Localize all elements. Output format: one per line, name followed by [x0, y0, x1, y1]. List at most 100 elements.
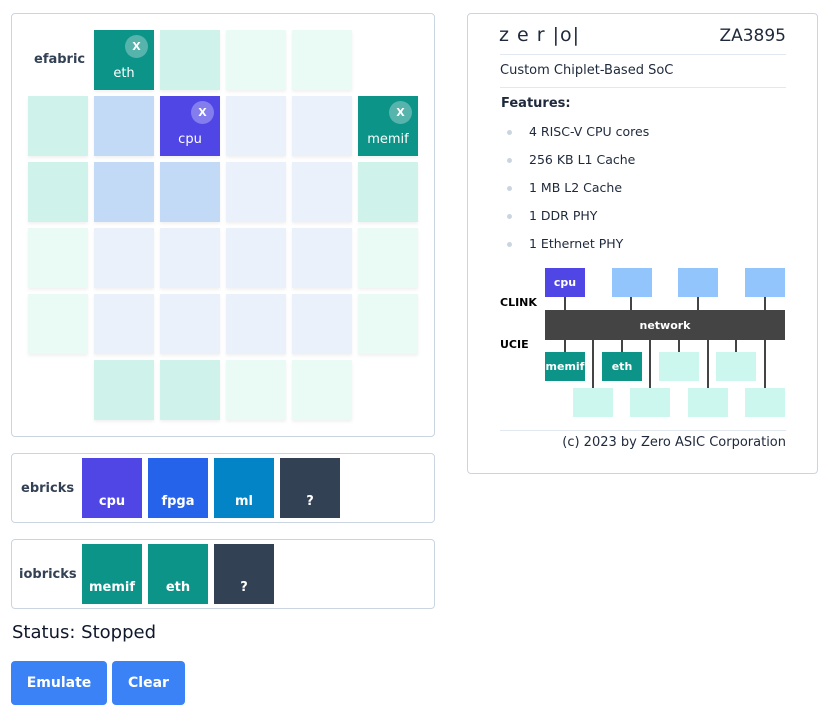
iobricks-label: iobricks — [19, 567, 77, 582]
fabric-slot[interactable] — [226, 228, 286, 288]
connector-line — [592, 339, 594, 388]
zeroasic-logo: z e r |o| — [499, 24, 581, 46]
placed-chiplet-eth[interactable]: eth X — [94, 30, 154, 90]
diagram-io-slot — [716, 352, 756, 381]
connector-line — [678, 339, 680, 352]
divider — [500, 87, 786, 88]
fabric-slot[interactable] — [28, 162, 88, 222]
fabric-slot[interactable] — [226, 294, 286, 354]
diagram-eth: eth — [602, 352, 642, 381]
connector-line — [764, 297, 766, 310]
ucie-label: UCIE — [500, 338, 529, 351]
fabric-slot[interactable] — [292, 96, 352, 156]
connector-line — [564, 339, 566, 352]
iobrick-unknown[interactable]: ? — [214, 544, 274, 604]
fabric-slot[interactable] — [292, 30, 352, 90]
connector-line — [697, 297, 699, 310]
ebrick-fpga[interactable]: fpga — [148, 458, 208, 518]
fabric-slot[interactable] — [358, 294, 418, 354]
connector-line — [621, 339, 623, 352]
remove-chiplet-button[interactable]: X — [191, 101, 214, 124]
fabric-slot[interactable] — [94, 228, 154, 288]
chiplet-label: eth — [113, 66, 135, 81]
ebrick-cpu[interactable]: cpu — [82, 458, 142, 518]
fabric-slot[interactable] — [160, 162, 220, 222]
fabric-slot[interactable] — [94, 360, 154, 420]
fabric-slot[interactable] — [358, 162, 418, 222]
diagram-network: network — [545, 310, 785, 340]
fabric-slot[interactable] — [94, 162, 154, 222]
placed-chiplet-memif[interactable]: memif X — [358, 96, 418, 156]
diagram-io-slot — [659, 352, 699, 381]
fabric-slot[interactable] — [226, 162, 286, 222]
status-text: Status: Stopped — [12, 622, 156, 643]
fabric-slot[interactable] — [28, 294, 88, 354]
chiplet-label: cpu — [178, 132, 202, 147]
copyright: (c) 2023 by Zero ASIC Corporation — [562, 435, 786, 450]
connector-line — [649, 339, 651, 388]
fabric-slot[interactable] — [226, 360, 286, 420]
iobrick-eth[interactable]: eth — [148, 544, 208, 604]
ebricks-label: ebricks — [21, 481, 75, 496]
bullet-icon — [507, 158, 512, 163]
feature-item: 1 MB L2 Cache — [529, 180, 623, 195]
diagram-io-slot — [745, 388, 785, 417]
clear-button[interactable]: Clear — [112, 661, 185, 705]
ebricks-panel: ebricks cpu fpga ml? — [11, 453, 435, 523]
fabric-slot[interactable] — [160, 294, 220, 354]
feature-item: 1 DDR PHY — [529, 208, 598, 223]
features-title: Features: — [501, 96, 571, 111]
feature-item: 1 Ethernet PHY — [529, 236, 624, 251]
divider — [500, 54, 786, 55]
emulate-button[interactable]: Emulate — [11, 661, 107, 705]
diagram-memif: memif — [545, 352, 585, 381]
fabric-slot[interactable] — [160, 360, 220, 420]
fabric-slot[interactable] — [226, 30, 286, 90]
bullet-icon — [507, 242, 512, 247]
remove-chiplet-button[interactable]: X — [125, 35, 148, 58]
diagram-io-slot — [688, 388, 728, 417]
efabric-label: efabric — [34, 52, 86, 67]
fabric-slot[interactable] — [94, 294, 154, 354]
diagram-core-slot — [678, 268, 718, 297]
bullet-icon — [507, 214, 512, 219]
fabric-slot[interactable] — [292, 294, 352, 354]
bullet-icon — [507, 130, 512, 135]
connector-line — [735, 339, 737, 352]
spec-subtitle: Custom Chiplet-Based SoC — [500, 63, 674, 78]
diagram-io-slot — [573, 388, 613, 417]
fabric-slot[interactable] — [358, 228, 418, 288]
iobricks-panel: iobricks memif eth? — [11, 539, 435, 609]
clink-label: CLINK — [500, 296, 537, 309]
diagram-cpu: cpu — [545, 268, 585, 297]
connector-line — [707, 339, 709, 388]
fabric-slot[interactable] — [292, 360, 352, 420]
connector-line — [764, 339, 766, 388]
fabric-slot[interactable] — [292, 162, 352, 222]
part-number: ZA3895 — [719, 26, 786, 46]
remove-chiplet-button[interactable]: X — [389, 101, 412, 124]
divider — [500, 430, 786, 431]
feature-item: 256 KB L1 Cache — [529, 152, 636, 167]
fabric-slot[interactable] — [160, 228, 220, 288]
iobrick-memif[interactable]: memif — [82, 544, 142, 604]
fabric-slot[interactable] — [28, 228, 88, 288]
feature-item: 4 RISC-V CPU cores — [529, 124, 650, 139]
fabric-slot[interactable] — [160, 30, 220, 90]
fabric-slot[interactable] — [226, 96, 286, 156]
ebrick-unknown[interactable]: ? — [280, 458, 340, 518]
fabric-slot[interactable] — [28, 96, 88, 156]
chiplet-label: memif — [367, 132, 409, 147]
diagram-io-slot — [630, 388, 670, 417]
placed-chiplet-cpu[interactable]: cpu X — [160, 96, 220, 156]
connector-line — [630, 297, 632, 310]
fabric-slot[interactable] — [292, 228, 352, 288]
connector-line — [564, 297, 566, 310]
diagram-core-slot — [745, 268, 785, 297]
diagram-core-slot — [612, 268, 652, 297]
fabric-slot[interactable] — [94, 96, 154, 156]
bullet-icon — [507, 186, 512, 191]
spec-card: z e r |o| ZA3895 Custom Chiplet-Based So… — [467, 13, 818, 474]
ebrick-ml[interactable]: ml — [214, 458, 274, 518]
